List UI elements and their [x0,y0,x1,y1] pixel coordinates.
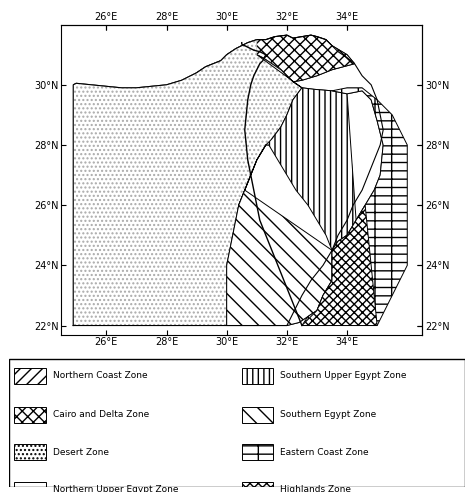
Polygon shape [197,35,355,82]
Text: Northern Coast Zone: Northern Coast Zone [53,371,147,380]
Text: Southern Upper Egypt Zone: Southern Upper Egypt Zone [280,371,407,380]
FancyBboxPatch shape [242,407,273,423]
Polygon shape [73,40,302,326]
Text: Highlands Zone: Highlands Zone [280,485,351,492]
Text: Desert Zone: Desert Zone [53,448,109,457]
Text: Southern Egypt Zone: Southern Egypt Zone [280,410,376,419]
Polygon shape [227,55,383,326]
Polygon shape [302,205,377,326]
FancyBboxPatch shape [14,368,46,384]
FancyBboxPatch shape [14,482,46,492]
Polygon shape [302,88,407,326]
FancyBboxPatch shape [242,368,273,384]
FancyBboxPatch shape [242,482,273,492]
Polygon shape [73,35,355,91]
Polygon shape [239,88,356,250]
Text: Cairo and Delta Zone: Cairo and Delta Zone [53,410,149,419]
Text: Eastern Coast Zone: Eastern Coast Zone [280,448,369,457]
FancyBboxPatch shape [242,444,273,461]
Text: Northern Upper Egypt Zone: Northern Upper Egypt Zone [53,485,178,492]
FancyBboxPatch shape [14,407,46,423]
FancyBboxPatch shape [14,444,46,461]
Polygon shape [227,190,332,326]
